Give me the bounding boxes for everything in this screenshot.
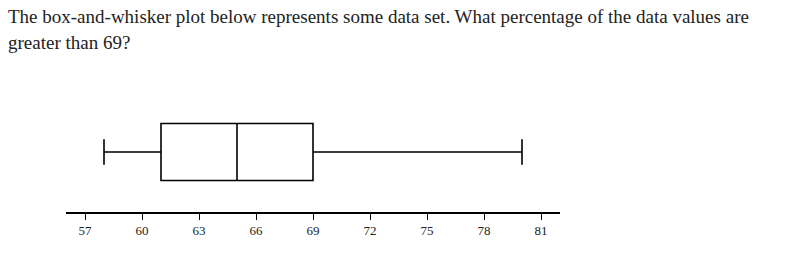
svg-text:69: 69: [307, 223, 320, 238]
svg-text:66: 66: [250, 223, 264, 238]
svg-text:63: 63: [193, 223, 206, 238]
html-text:The box-and-whisker plot below: The box-and-whisker plot below represent…: [8, 6, 749, 53]
svg-text:75: 75: [421, 223, 434, 238]
svg-text:72: 72: [364, 223, 377, 238]
svg-text:60: 60: [136, 223, 149, 238]
svg-text:57: 57: [79, 223, 93, 238]
svg-text:81: 81: [535, 223, 548, 238]
svg-text:78: 78: [478, 223, 491, 238]
